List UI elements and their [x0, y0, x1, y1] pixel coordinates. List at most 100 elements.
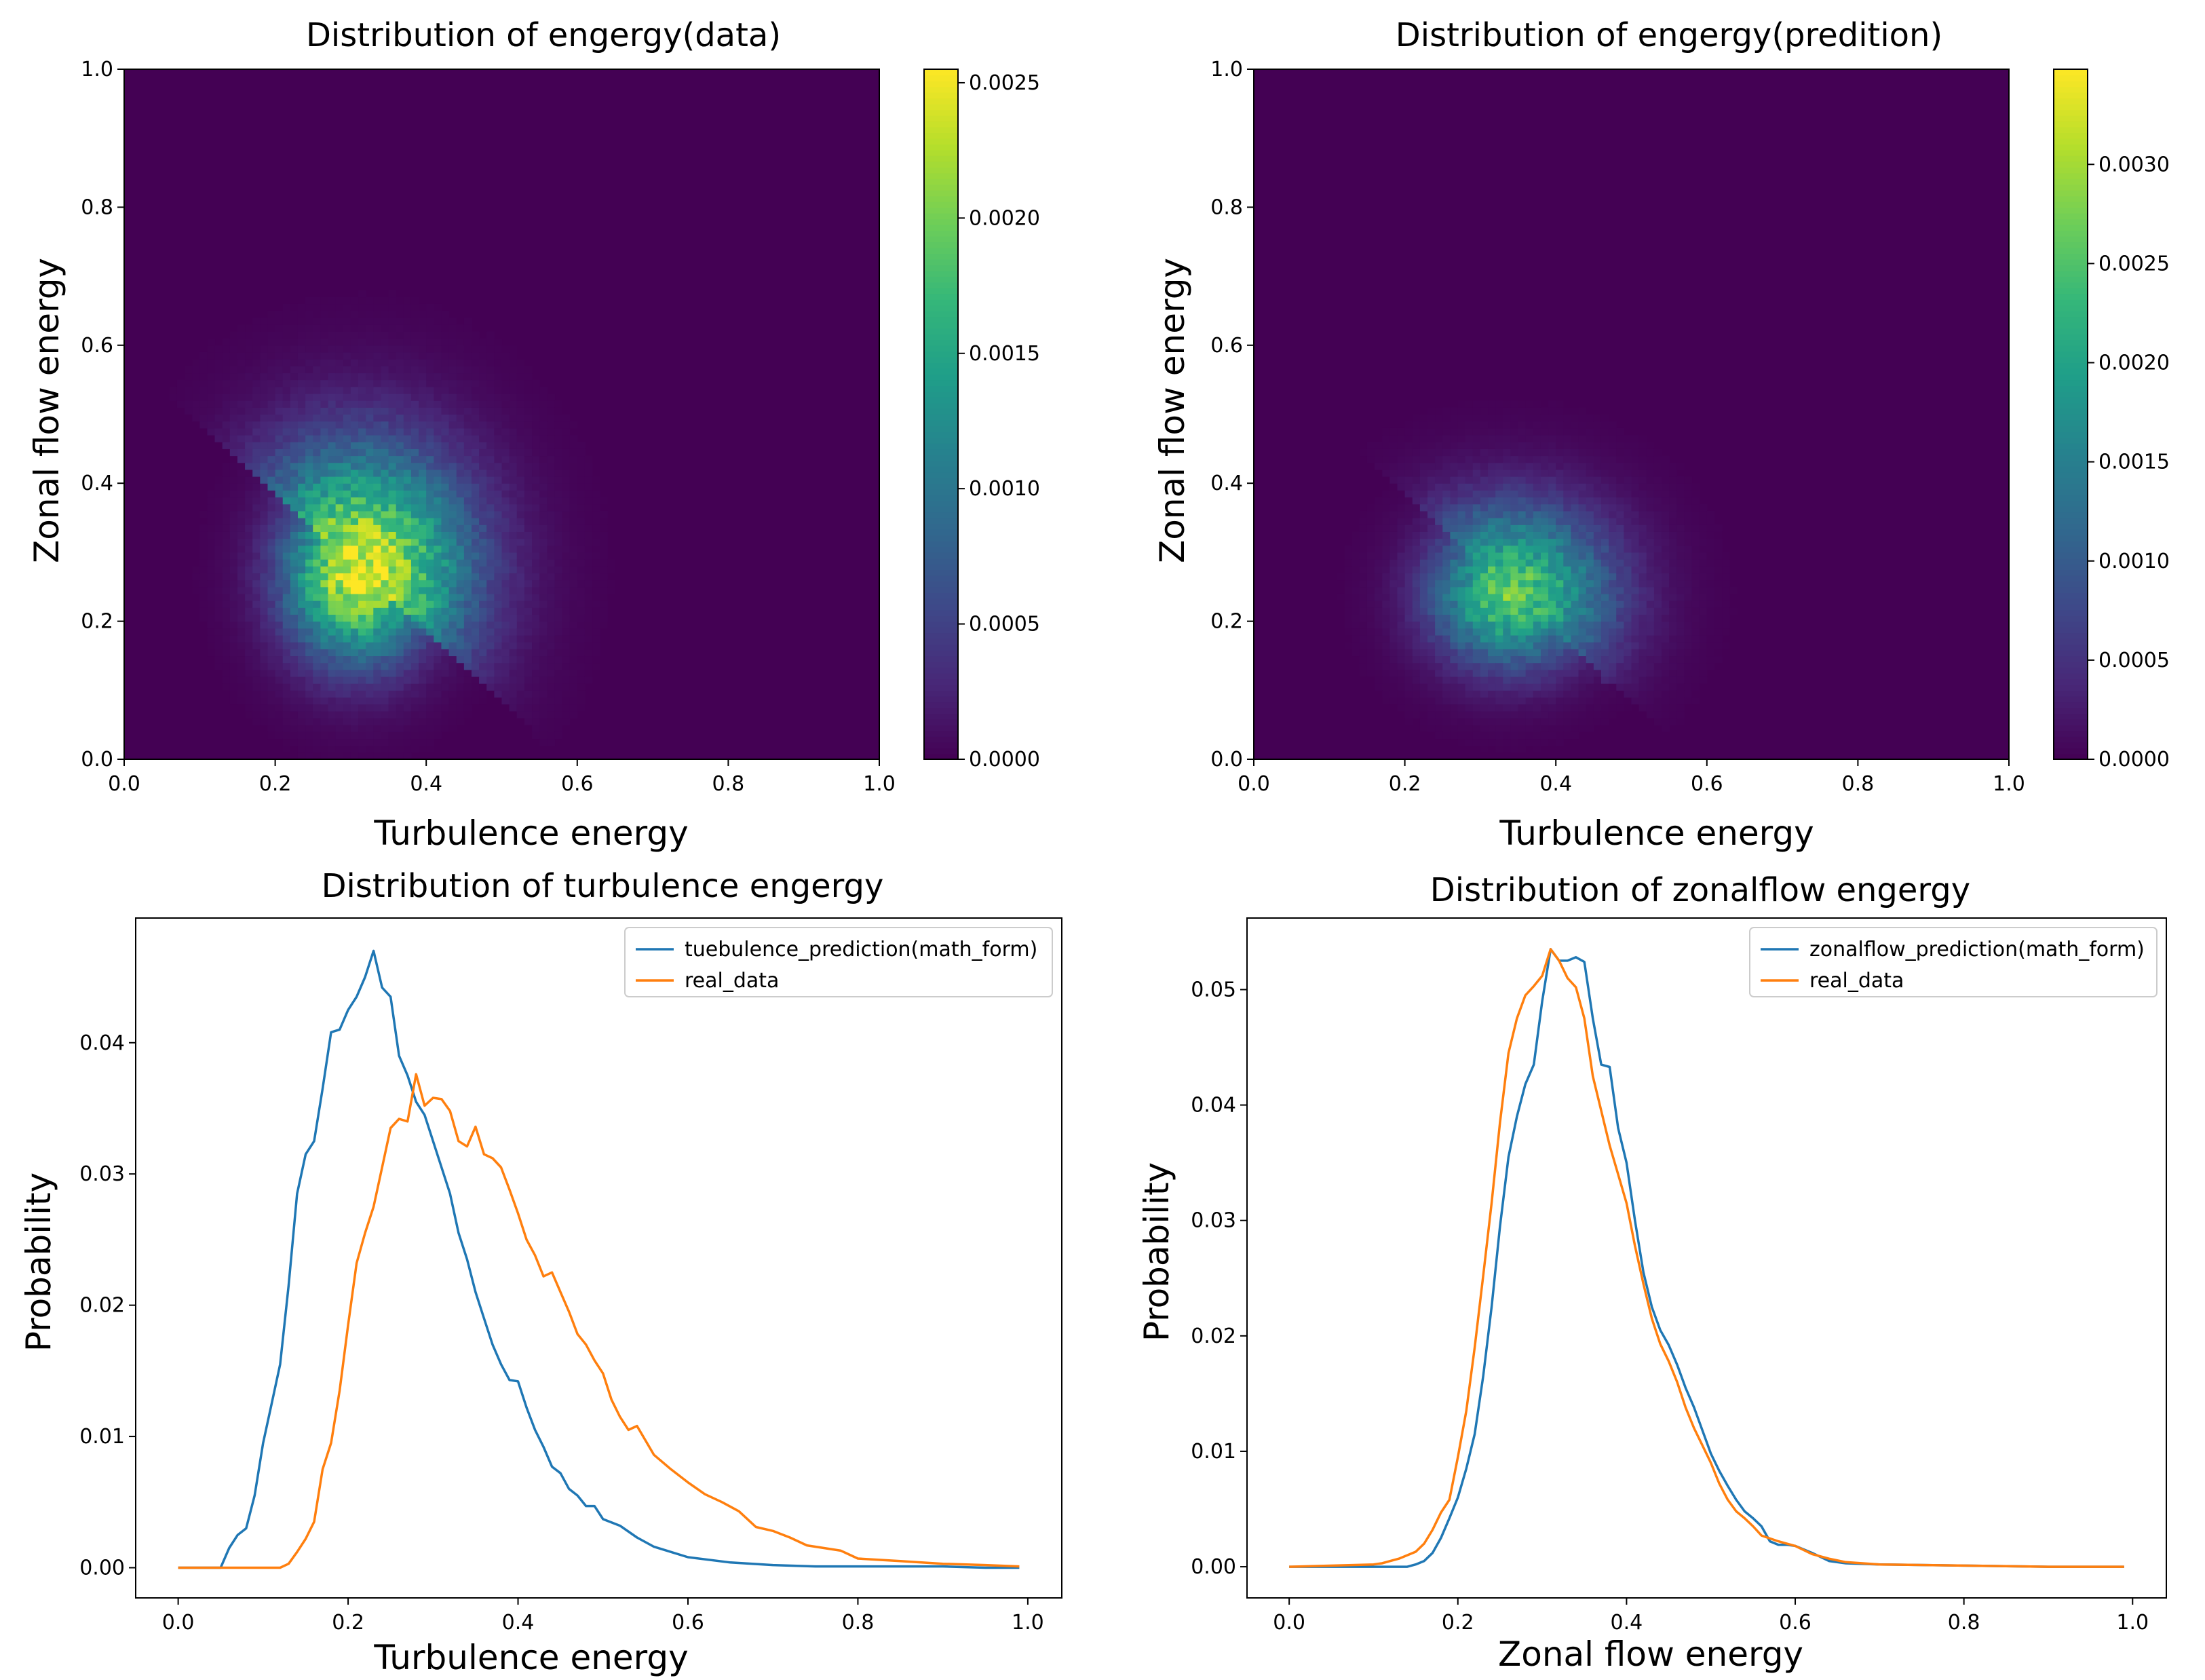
- heatmap-cell: [237, 697, 246, 705]
- heatmap-cell: [403, 545, 412, 553]
- heatmap-cell: [410, 393, 419, 401]
- heatmap-cell: [260, 379, 269, 387]
- heatmap-cell: [1518, 725, 1527, 732]
- heatmap-cell: [434, 628, 442, 636]
- heatmap-cell: [441, 614, 450, 622]
- heatmap-cell: [1510, 669, 1519, 677]
- heatmap-cell: [222, 600, 231, 608]
- heatmap-cell: [532, 579, 540, 588]
- heatmap-cell: [313, 297, 321, 305]
- heatmap-cell: [1344, 607, 1353, 615]
- heatmap-cell: [1525, 573, 1534, 581]
- heatmap-cell: [1571, 662, 1579, 670]
- heatmap-cell: [1556, 427, 1564, 436]
- heatmap-cell: [1389, 559, 1398, 567]
- heatmap-cell: [381, 469, 389, 477]
- heatmap-cell: [373, 497, 382, 505]
- heatmap-cell: [501, 538, 510, 546]
- heatmap-cell: [358, 379, 366, 387]
- heatmap-cell: [1427, 628, 1436, 636]
- heatmap-cell: [1586, 462, 1594, 470]
- heatmap-cell: [1397, 518, 1406, 525]
- heatmap-cell: [366, 634, 374, 643]
- heatmap-cell: [1457, 731, 1466, 740]
- heatmap-cell: [328, 366, 337, 374]
- heatmap-cell: [1525, 545, 1534, 553]
- heatmap-cell: [463, 614, 472, 622]
- heatmap-cell: [1495, 676, 1503, 684]
- heatmap-cell: [456, 331, 465, 339]
- heatmap-cell: [1465, 510, 1474, 518]
- heatmap-cell: [410, 351, 419, 360]
- heatmap-cell: [373, 710, 382, 719]
- heatmap-cell: [1518, 518, 1527, 525]
- heatmap-cell: [448, 469, 457, 477]
- heatmap-cell: [237, 690, 246, 698]
- heatmap-cell: [381, 566, 389, 574]
- heatmap-cell: [441, 607, 450, 615]
- heatmap-cell: [275, 552, 284, 560]
- heatmap-cell: [547, 655, 556, 664]
- heatmap-cell: [343, 503, 351, 512]
- heatmap-cell: [282, 538, 291, 546]
- heatmap-cell: [486, 669, 495, 677]
- heatmap-cell: [471, 448, 480, 457]
- heatmap-cell: [1435, 442, 1443, 449]
- heatmap-cell: [584, 593, 593, 601]
- heatmap-cell: [1609, 649, 1617, 657]
- heatmap-cell: [434, 614, 442, 622]
- heatmap-cell: [1563, 634, 1572, 643]
- heatmap-cell: [1442, 690, 1451, 698]
- heatmap-cell: [358, 448, 366, 457]
- heatmap-cell: [229, 435, 238, 442]
- heatmap-cell: [547, 462, 556, 470]
- heatmap-cell: [237, 407, 246, 415]
- heatmap-cell: [343, 704, 351, 712]
- heatmap-cell: [403, 669, 412, 677]
- heatmap-cell: [396, 676, 404, 684]
- heatmap-cell: [1435, 545, 1443, 553]
- heatmap-cell: [532, 442, 540, 449]
- colorbar-band: [924, 109, 958, 116]
- heatmap-cell: [1578, 455, 1587, 463]
- heatmap-cell: [192, 379, 200, 387]
- heatmap-cell: [516, 379, 525, 387]
- heatmap-cell: [297, 414, 306, 422]
- heatmap-cell: [388, 510, 397, 518]
- heatmap-cell: [1472, 455, 1481, 463]
- heatmap-cell: [1609, 448, 1617, 457]
- heatmap-cell: [1600, 531, 1609, 539]
- heatmap-cell: [388, 366, 397, 374]
- heatmap-cell: [410, 559, 419, 567]
- heatmap-cell: [1419, 621, 1428, 629]
- heatmap-cell: [267, 351, 276, 360]
- heatmap-cell: [1578, 483, 1587, 491]
- heatmap-cell: [350, 351, 359, 360]
- heatmap-cell: [335, 421, 344, 429]
- heatmap-cell: [305, 366, 313, 374]
- heatmap-cell: [577, 593, 586, 601]
- heatmap-cell: [456, 531, 465, 539]
- heatmap-cell: [222, 634, 231, 643]
- heatmap-cell: [532, 683, 540, 691]
- heatmap-cell: [584, 649, 593, 657]
- colorbar-tick-label: 0.0010: [969, 477, 1040, 501]
- heatmap-cell: [237, 531, 246, 539]
- heatmap-cell: [562, 448, 571, 457]
- heatmap-cell: [410, 435, 419, 442]
- heatmap-cell: [1510, 462, 1519, 470]
- heatmap-cell: [524, 531, 533, 539]
- heatmap-cell: [547, 566, 556, 574]
- heatmap-cell: [600, 552, 608, 560]
- heatmap-cell: [1465, 573, 1474, 581]
- heatmap-cell: [1397, 483, 1406, 491]
- heatmap-cell: [297, 345, 306, 353]
- heatmap-cell: [547, 490, 556, 498]
- heatmap-cell: [343, 359, 351, 366]
- heatmap-cell: [426, 697, 434, 705]
- heatmap-cell: [1563, 717, 1572, 725]
- heatmap-cell: [539, 552, 548, 560]
- heatmap-cell: [1609, 497, 1617, 505]
- colorbar-band: [924, 725, 958, 731]
- heatmap-cell: [1533, 476, 1541, 484]
